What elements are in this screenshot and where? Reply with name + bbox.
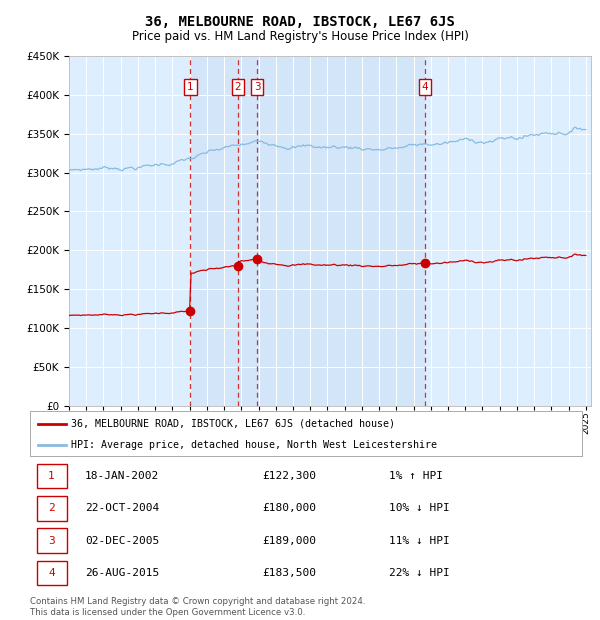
Text: 1: 1	[48, 471, 55, 481]
Bar	[190, 56, 425, 406]
FancyBboxPatch shape	[37, 528, 67, 553]
Text: £180,000: £180,000	[262, 503, 316, 513]
Text: 36, MELBOURNE ROAD, IBSTOCK, LE67 6JS (detached house): 36, MELBOURNE ROAD, IBSTOCK, LE67 6JS (d…	[71, 418, 395, 428]
Text: 18-JAN-2002: 18-JAN-2002	[85, 471, 160, 481]
Text: 1: 1	[187, 82, 194, 92]
Text: 11% ↓ HPI: 11% ↓ HPI	[389, 536, 449, 546]
Text: 36, MELBOURNE ROAD, IBSTOCK, LE67 6JS: 36, MELBOURNE ROAD, IBSTOCK, LE67 6JS	[145, 16, 455, 30]
Text: 2: 2	[48, 503, 55, 513]
Text: 22-OCT-2004: 22-OCT-2004	[85, 503, 160, 513]
Text: 4: 4	[421, 82, 428, 92]
Text: HPI: Average price, detached house, North West Leicestershire: HPI: Average price, detached house, Nort…	[71, 440, 437, 450]
Text: 4: 4	[48, 568, 55, 578]
FancyBboxPatch shape	[37, 464, 67, 489]
FancyBboxPatch shape	[37, 496, 67, 521]
Text: 1% ↑ HPI: 1% ↑ HPI	[389, 471, 443, 481]
Text: 22% ↓ HPI: 22% ↓ HPI	[389, 568, 449, 578]
Text: £189,000: £189,000	[262, 536, 316, 546]
Text: 3: 3	[254, 82, 260, 92]
Text: 26-AUG-2015: 26-AUG-2015	[85, 568, 160, 578]
Text: £183,500: £183,500	[262, 568, 316, 578]
Text: 2: 2	[235, 82, 241, 92]
FancyBboxPatch shape	[37, 560, 67, 585]
Text: 02-DEC-2005: 02-DEC-2005	[85, 536, 160, 546]
Text: Price paid vs. HM Land Registry's House Price Index (HPI): Price paid vs. HM Land Registry's House …	[131, 30, 469, 43]
Text: £122,300: £122,300	[262, 471, 316, 481]
Text: 10% ↓ HPI: 10% ↓ HPI	[389, 503, 449, 513]
Text: 3: 3	[48, 536, 55, 546]
Text: Contains HM Land Registry data © Crown copyright and database right 2024.
This d: Contains HM Land Registry data © Crown c…	[30, 598, 365, 617]
